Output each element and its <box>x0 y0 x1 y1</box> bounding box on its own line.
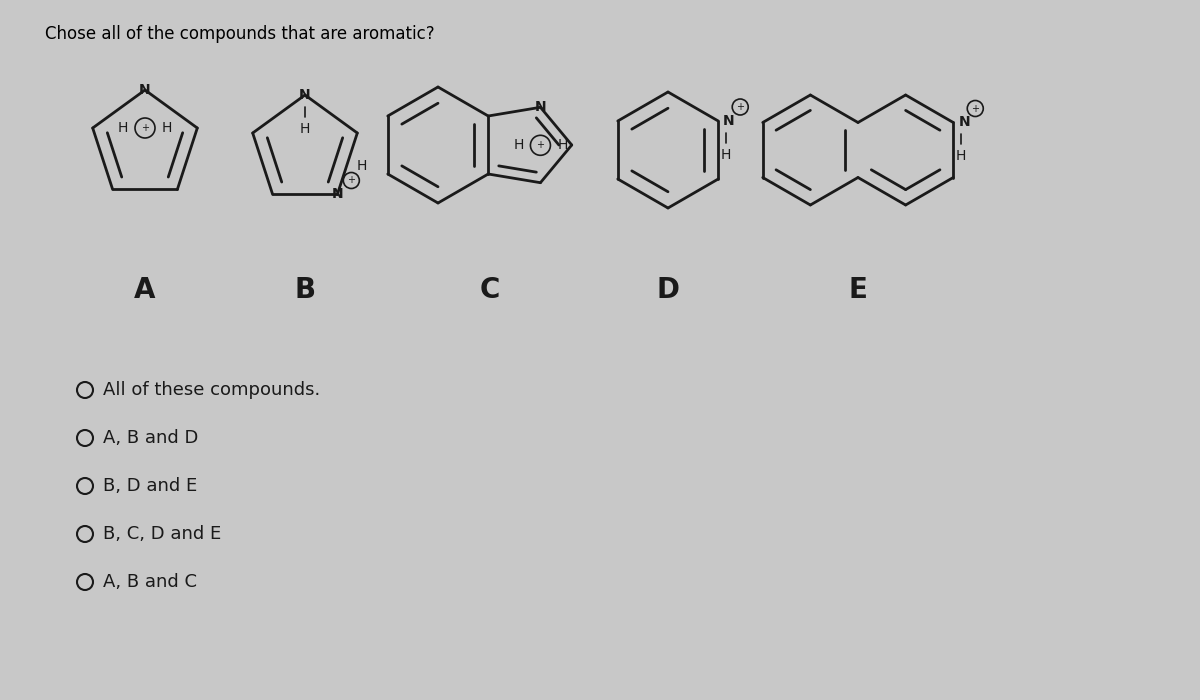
Text: D: D <box>656 276 679 304</box>
Text: +: + <box>737 102 744 112</box>
Text: H: H <box>721 148 732 162</box>
Text: +: + <box>347 176 355 186</box>
Text: N: N <box>724 114 734 128</box>
Text: H: H <box>557 139 568 153</box>
Text: C: C <box>480 276 500 304</box>
Text: B, D and E: B, D and E <box>103 477 197 495</box>
Text: A, B and C: A, B and C <box>103 573 197 591</box>
Text: N: N <box>299 88 311 102</box>
Text: N: N <box>959 116 970 130</box>
Text: A, B and D: A, B and D <box>103 429 198 447</box>
Text: H: H <box>118 121 128 135</box>
Text: N: N <box>535 100 546 114</box>
Text: N: N <box>139 83 151 97</box>
Text: H: H <box>356 160 366 174</box>
Text: A: A <box>134 276 156 304</box>
Text: +: + <box>536 140 545 150</box>
Text: Chose all of the compounds that are aromatic?: Chose all of the compounds that are arom… <box>46 25 434 43</box>
Text: H: H <box>956 150 966 164</box>
Text: H: H <box>162 121 172 135</box>
Text: H: H <box>514 139 523 153</box>
Text: E: E <box>848 276 868 304</box>
Text: H: H <box>300 122 310 136</box>
Text: B: B <box>294 276 316 304</box>
Text: All of these compounds.: All of these compounds. <box>103 381 320 399</box>
Text: N: N <box>331 188 343 202</box>
Text: +: + <box>971 104 979 113</box>
Text: B, C, D and E: B, C, D and E <box>103 525 221 543</box>
Text: +: + <box>142 123 149 133</box>
